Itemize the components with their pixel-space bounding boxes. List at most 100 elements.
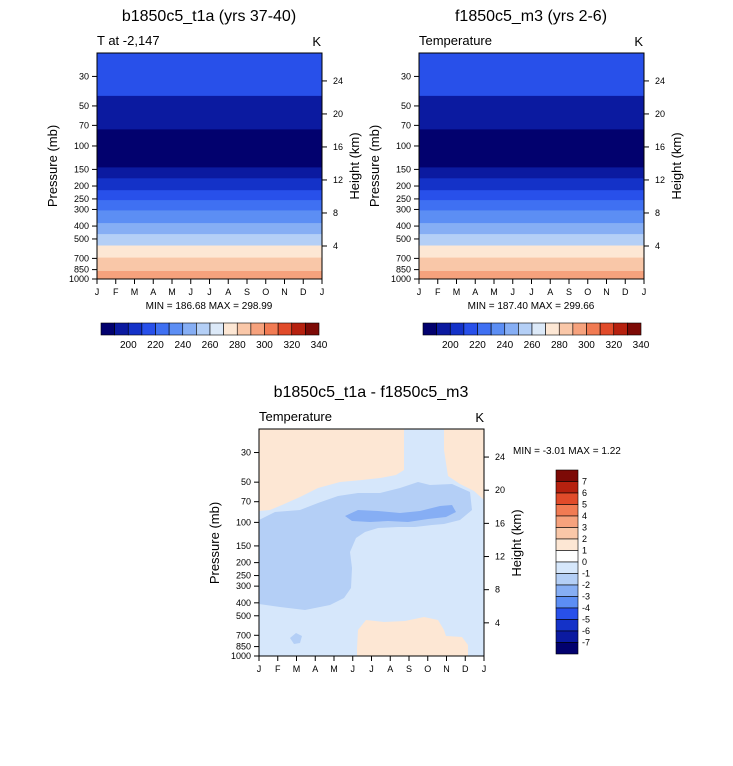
y-tick-label: 50 (241, 477, 251, 487)
contour-band (97, 271, 322, 279)
panel-difference: b1850c5_t1a - f1850c5_m3 Temperature K 3… (207, 384, 621, 674)
panel-title: b1850c5_t1a - f1850c5_m3 (274, 384, 469, 401)
colorbar-swatch (264, 322, 279, 336)
y-tick-label: 1000 (391, 274, 411, 284)
colorbar-label: 2 (582, 534, 587, 544)
y-tick-label: 300 (396, 204, 411, 214)
x-tick-label: M (293, 664, 301, 674)
contour-band (97, 223, 322, 235)
region-positive-0-1 (444, 429, 484, 500)
y-axis-right: 24 20 16 12 8 4 (322, 76, 343, 251)
colorbar-swatch (422, 322, 437, 336)
x-tick-label: M (168, 287, 176, 297)
x-tick-label: S (406, 664, 412, 674)
y-tick-label-right: 8 (495, 585, 500, 595)
x-tick-label: J (482, 664, 487, 674)
colorbar-label: -5 (582, 615, 590, 625)
y-tick-label: 250 (396, 194, 411, 204)
contour-band (97, 129, 322, 169)
panel-subtitle-left: T at -2,147 (97, 33, 160, 48)
colorbar-swatch (555, 584, 579, 597)
y-tick-label: 200 (396, 181, 411, 191)
x-tick-label: N (443, 664, 450, 674)
x-tick-label: J (257, 664, 262, 674)
contour-band (419, 129, 644, 169)
contour-band (97, 178, 322, 191)
y-tick-label-right: 4 (495, 618, 500, 628)
colorbar-swatch (504, 322, 519, 336)
y-tick-label-right: 12 (655, 175, 665, 185)
x-tick-label: J (189, 287, 194, 297)
min-max-label: MIN = 186.68 MAX = 298.99 (146, 301, 273, 312)
y-tick-label: 300 (74, 204, 89, 214)
y-tick-label: 70 (401, 120, 411, 130)
y-tick-label-right: 12 (495, 552, 505, 562)
contour-band (419, 223, 644, 235)
colorbar-label: -7 (582, 638, 590, 648)
y-tick-label: 700 (396, 253, 411, 263)
contour-band (419, 190, 644, 201)
colorbar-vertical: 76 54 32 10 -1-2 -3-4 -5-6 -7 (555, 469, 590, 655)
y-tick-label-right: 24 (333, 76, 343, 86)
colorbar-label: 320 (605, 340, 622, 351)
y-tick-label: 250 (236, 571, 251, 581)
y-tick-label-right: 24 (655, 76, 665, 86)
colorbar-swatch (127, 322, 143, 336)
contour-band (419, 210, 644, 224)
region-positive-0-1 (357, 617, 468, 656)
x-tick-label: O (424, 664, 431, 674)
y-tick-label: 300 (236, 581, 251, 591)
y-tick-label-right: 12 (333, 175, 343, 185)
contour-band (419, 53, 644, 97)
panel-units: K (475, 410, 484, 425)
y-tick-label-right: 16 (655, 142, 665, 152)
colorbar-swatch (555, 515, 579, 528)
x-tick-label: F (113, 287, 119, 297)
x-tick-label: J (351, 664, 356, 674)
x-tick-label: F (275, 664, 281, 674)
y-tick-label: 150 (236, 541, 251, 551)
colorbar-swatch (463, 322, 478, 336)
x-tick-label: A (472, 287, 478, 297)
colorbar-swatch (555, 607, 579, 620)
contour-band (97, 245, 322, 259)
x-tick-label: N (281, 287, 288, 297)
colorbar-swatch (572, 322, 587, 336)
y-tick-label: 30 (241, 448, 251, 458)
contour-band (419, 178, 644, 191)
y-tick-label: 850 (396, 265, 411, 275)
colorbar: 200 220 240 260 280 300 320 340 (422, 322, 650, 351)
x-tick-label: N (603, 287, 610, 297)
colorbar-swatch (100, 322, 115, 336)
y-tick-label-right: 4 (655, 241, 660, 251)
colorbar-swatch (586, 322, 601, 336)
y-tick-label-right: 16 (333, 142, 343, 152)
x-tick-label: J (320, 287, 325, 297)
y-tick-label-right: 20 (495, 485, 505, 495)
y-tick-label: 500 (74, 234, 89, 244)
colorbar-swatch (277, 322, 293, 336)
panel-top-left: b1850c5_t1a (yrs 37-40) T at -2,147 K 30… (45, 8, 362, 351)
x-tick-label: D (300, 287, 307, 297)
x-tick-label: J (529, 287, 534, 297)
y-tick-label: 700 (74, 253, 89, 263)
y-axis-label: Pressure (mb) (207, 502, 222, 584)
colorbar-label: -1 (582, 569, 590, 579)
y-tick-label: 100 (74, 141, 89, 151)
colorbar-swatch (555, 573, 579, 586)
colorbar-label: 4 (582, 511, 587, 521)
y-tick-label: 500 (396, 234, 411, 244)
colorbar-label: 340 (633, 340, 650, 351)
contour-fill (97, 53, 322, 279)
colorbar-label: -3 (582, 592, 590, 602)
colorbar-swatch (555, 538, 579, 551)
y-tick-label: 400 (74, 221, 89, 231)
colorbar-swatch (168, 322, 184, 336)
colorbar-swatch (599, 322, 615, 336)
x-tick-label: J (417, 287, 422, 297)
colorbar-swatch (558, 322, 574, 336)
colorbar-swatch (555, 504, 579, 517)
